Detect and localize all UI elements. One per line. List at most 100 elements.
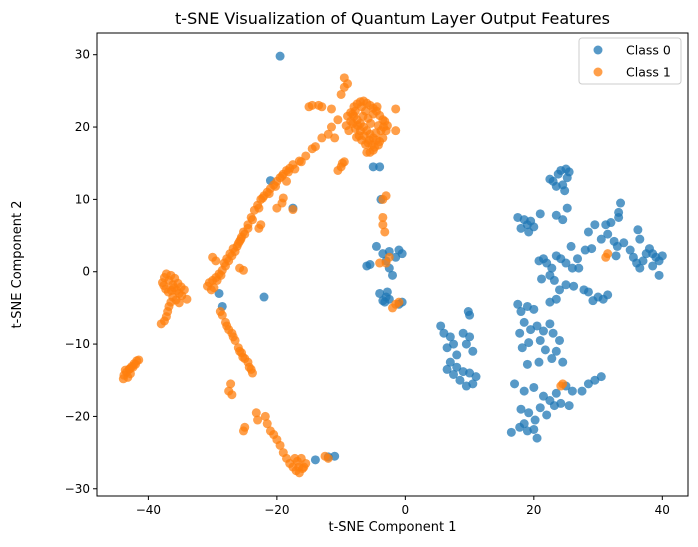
data-point <box>125 364 135 374</box>
data-point <box>294 462 304 472</box>
data-point <box>179 285 189 295</box>
data-point <box>519 386 529 396</box>
data-point <box>118 374 128 384</box>
data-point <box>371 241 381 251</box>
x-tick-label: 20 <box>526 503 541 517</box>
data-point <box>442 364 452 374</box>
data-point <box>226 379 236 389</box>
data-point <box>635 234 645 244</box>
data-point <box>442 343 452 353</box>
data-point <box>339 157 349 167</box>
y-tick-label: 30 <box>75 48 90 62</box>
data-point <box>583 287 593 297</box>
data-point <box>275 440 285 450</box>
data-point <box>540 345 550 355</box>
data-point <box>394 297 404 307</box>
data-point <box>574 263 584 273</box>
data-point <box>561 258 571 268</box>
data-point <box>567 263 577 273</box>
data-point <box>452 350 462 360</box>
data-point <box>538 326 548 336</box>
data-point <box>388 303 397 313</box>
data-point <box>573 254 583 264</box>
data-point <box>445 332 455 342</box>
data-point <box>560 186 570 196</box>
data-point <box>535 335 545 345</box>
data-point <box>545 174 555 184</box>
data-point <box>551 388 561 398</box>
data-point <box>260 411 270 421</box>
x-tick-label: 0 <box>402 503 410 517</box>
data-point <box>510 379 520 389</box>
data-point <box>516 307 526 317</box>
data-point <box>535 209 545 219</box>
plot-frame <box>96 32 689 497</box>
data-point <box>262 419 272 429</box>
data-point <box>238 352 248 362</box>
data-point <box>290 164 300 174</box>
data-point <box>271 181 281 191</box>
data-point <box>336 89 346 99</box>
y-tick-label: 20 <box>75 120 90 134</box>
y-tick-label: −20 <box>65 409 90 423</box>
data-point <box>468 346 478 356</box>
data-point <box>244 362 254 372</box>
data-point <box>556 398 566 408</box>
data-point <box>549 275 559 285</box>
data-point <box>506 427 516 437</box>
data-point <box>463 307 473 317</box>
data-point <box>603 290 613 300</box>
data-point <box>524 408 534 418</box>
data-point <box>654 270 664 280</box>
data-point <box>515 328 525 338</box>
data-point <box>547 354 557 364</box>
data-point <box>243 223 253 233</box>
data-point <box>562 173 572 183</box>
data-point <box>513 299 523 309</box>
data-point <box>258 193 268 203</box>
data-point <box>380 227 390 237</box>
data-point <box>537 274 547 284</box>
data-point <box>547 263 557 273</box>
data-point <box>601 252 611 262</box>
data-point <box>378 212 388 222</box>
data-point <box>310 142 320 152</box>
x-tick-label: 40 <box>655 503 670 517</box>
data-point <box>366 118 376 128</box>
data-point <box>461 381 471 391</box>
data-point <box>532 433 542 443</box>
data-point <box>209 283 219 293</box>
data-point <box>538 391 548 401</box>
data-point <box>372 102 382 112</box>
data-point <box>296 453 306 463</box>
data-point <box>633 225 643 235</box>
data-point <box>357 102 367 112</box>
data-point <box>238 265 248 275</box>
data-point <box>368 109 378 119</box>
data-point <box>254 223 264 233</box>
data-point <box>282 176 292 186</box>
data-point <box>134 355 144 365</box>
data-point <box>452 362 462 372</box>
data-point <box>583 227 593 237</box>
data-point <box>272 203 282 213</box>
data-point <box>278 193 288 203</box>
series-class-1 <box>118 73 613 478</box>
data-point <box>532 321 542 331</box>
data-point <box>535 403 545 413</box>
data-point <box>625 245 635 255</box>
data-point <box>614 212 624 222</box>
data-point <box>362 261 372 271</box>
y-tick-label: −10 <box>65 337 90 351</box>
x-tick-label: −40 <box>136 503 161 517</box>
data-point <box>391 104 401 114</box>
data-point <box>227 390 237 400</box>
data-point <box>555 335 565 345</box>
data-point <box>323 453 333 463</box>
data-point <box>317 102 327 112</box>
legend-box <box>578 37 682 85</box>
data-point <box>561 280 571 290</box>
data-point <box>577 386 587 396</box>
data-point <box>638 256 648 266</box>
data-point <box>341 121 351 131</box>
